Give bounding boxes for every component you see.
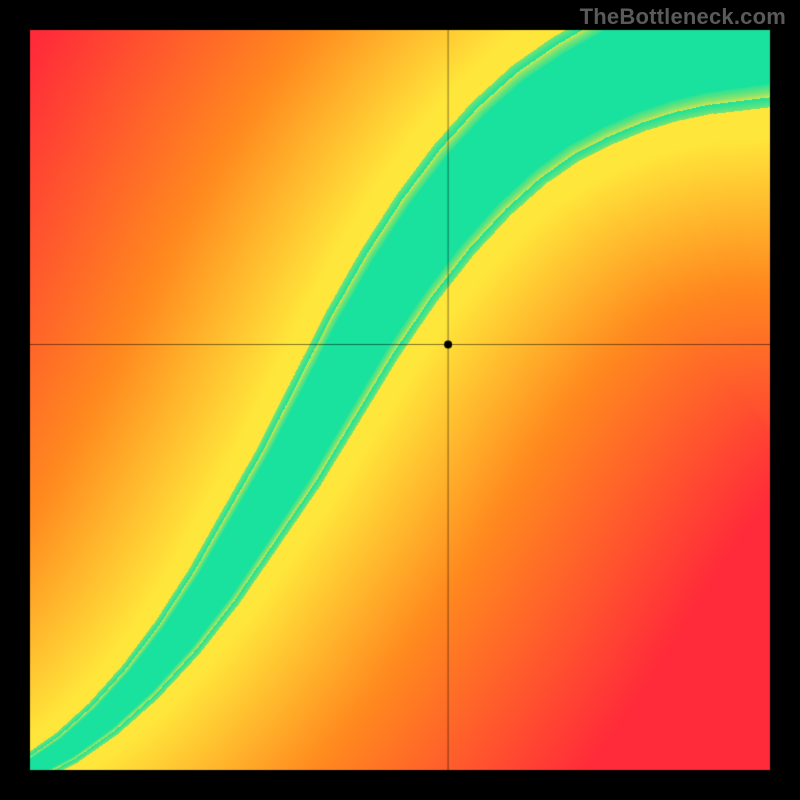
chart-container: TheBottleneck.com [0, 0, 800, 800]
watermark-label: TheBottleneck.com [580, 4, 786, 30]
bottleneck-heatmap-canvas [0, 0, 800, 800]
